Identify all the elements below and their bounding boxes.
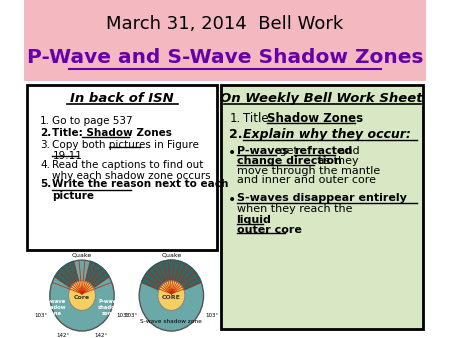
Polygon shape: [142, 260, 201, 295]
Text: •: •: [228, 146, 236, 160]
Text: P-Wave and S-Wave Shadow Zones: P-Wave and S-Wave Shadow Zones: [27, 48, 423, 67]
FancyBboxPatch shape: [24, 0, 426, 81]
Text: March 31, 2014  Bell Work: March 31, 2014 Bell Work: [106, 15, 344, 33]
Text: Quake: Quake: [72, 252, 92, 257]
Text: 142°: 142°: [56, 333, 69, 338]
FancyBboxPatch shape: [27, 85, 217, 250]
Text: In back of ISN: In back of ISN: [70, 92, 174, 105]
Text: CORE: CORE: [162, 295, 181, 300]
Text: when they reach the: when they reach the: [237, 204, 356, 214]
Text: Title: Shadow Zones: Title: Shadow Zones: [53, 128, 172, 138]
Text: S-waves disappear entirely: S-waves disappear entirely: [237, 193, 406, 203]
Text: 103°: 103°: [205, 313, 219, 318]
Text: move through the mantle: move through the mantle: [237, 166, 380, 175]
Text: and: and: [335, 146, 360, 156]
Text: On Weekly Bell Work Sheet: On Weekly Bell Work Sheet: [220, 92, 423, 105]
Circle shape: [158, 281, 185, 311]
Circle shape: [50, 260, 114, 331]
Text: 3.: 3.: [40, 140, 50, 150]
Text: as they: as they: [315, 156, 359, 166]
Text: P-wave
shadow
zone: P-wave shadow zone: [44, 299, 67, 316]
Polygon shape: [82, 261, 109, 295]
Polygon shape: [55, 261, 82, 295]
Text: get: get: [276, 146, 302, 156]
Circle shape: [139, 260, 203, 331]
Text: and inner and outer core: and inner and outer core: [237, 175, 376, 185]
Text: 2.: 2.: [230, 128, 243, 141]
Text: Copy both pictures in Figure
19.11: Copy both pictures in Figure 19.11: [53, 140, 199, 162]
Text: 103°: 103°: [116, 313, 129, 318]
Text: 1.: 1.: [230, 112, 241, 125]
Text: 103°: 103°: [124, 313, 137, 318]
Text: Read the captions to find out
why each shadow zone occurs: Read the captions to find out why each s…: [53, 160, 211, 181]
Text: liquid: liquid: [237, 215, 271, 225]
Text: S-wave shadow zone: S-wave shadow zone: [140, 319, 202, 323]
Text: refracted: refracted: [294, 146, 352, 156]
Text: Title:: Title:: [243, 112, 276, 125]
Text: Explain why they occur:: Explain why they occur:: [243, 128, 411, 141]
Text: P-waves: P-waves: [237, 146, 288, 156]
Text: 103°: 103°: [35, 313, 48, 318]
Text: Shadow Zones: Shadow Zones: [267, 112, 363, 125]
Text: change direction: change direction: [237, 156, 342, 166]
Text: 1.: 1.: [40, 116, 50, 126]
Text: Write the reason next to each
picture: Write the reason next to each picture: [53, 179, 229, 201]
Text: 142°: 142°: [94, 333, 108, 338]
Text: 2.: 2.: [40, 128, 51, 138]
Text: Go to page 537: Go to page 537: [53, 116, 133, 126]
Circle shape: [68, 281, 95, 311]
Text: 5.: 5.: [40, 179, 51, 189]
FancyBboxPatch shape: [220, 85, 423, 329]
Text: Core: Core: [74, 295, 90, 300]
Text: Quake: Quake: [161, 252, 181, 257]
Text: 4.: 4.: [40, 160, 50, 170]
Text: •: •: [228, 193, 236, 207]
Text: outer core: outer core: [237, 225, 302, 235]
Text: P-wave
shadow
zone: P-wave shadow zone: [98, 299, 120, 316]
